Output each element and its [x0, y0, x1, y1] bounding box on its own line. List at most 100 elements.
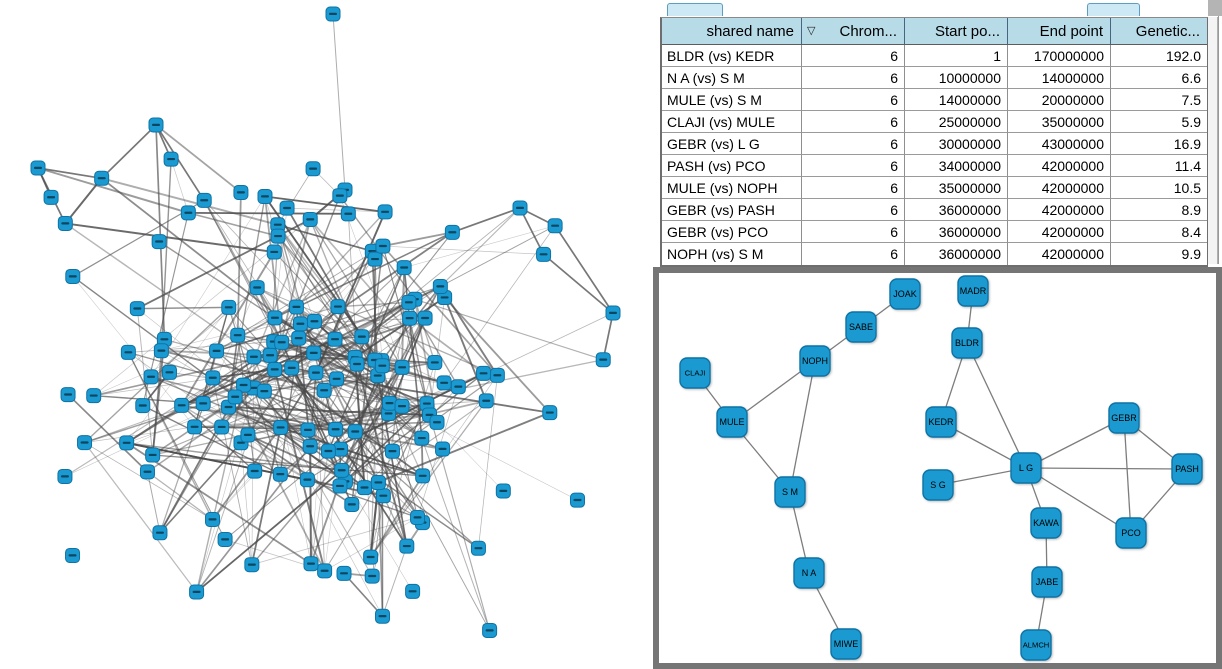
network-node[interactable] — [60, 387, 76, 403]
network-edge[interactable] — [382, 299, 416, 496]
network-node[interactable] — [230, 327, 246, 343]
network-edge[interactable] — [196, 387, 254, 593]
network-edge[interactable] — [196, 391, 265, 593]
network-edge[interactable] — [554, 225, 614, 314]
network-edge[interactable] — [277, 223, 373, 253]
network-edge[interactable] — [324, 517, 418, 572]
network-edge[interactable] — [478, 375, 498, 549]
network-node[interactable] — [246, 349, 262, 365]
network-edge[interactable] — [150, 196, 266, 378]
network-node[interactable] — [139, 464, 155, 480]
network-node[interactable] — [119, 435, 135, 451]
network-edge[interactable] — [212, 377, 253, 565]
network-edge[interactable] — [152, 454, 423, 477]
network-edge[interactable] — [356, 363, 408, 547]
node-box[interactable] — [799, 345, 831, 377]
node-kawa[interactable]: KAWA — [1030, 507, 1062, 539]
network-edge[interactable] — [253, 356, 356, 389]
network-edge[interactable] — [382, 245, 491, 631]
network-edge[interactable] — [409, 317, 485, 375]
network-node[interactable] — [148, 117, 164, 133]
network-node[interactable] — [332, 478, 348, 494]
network-edge[interactable] — [212, 363, 358, 520]
network-node[interactable] — [536, 246, 552, 262]
subnetwork-canvas[interactable]: JOAK SABE NOPH CLAJI MULE S M N A MIWE MADR BLDR K… — [659, 273, 1214, 663]
network-node[interactable] — [482, 622, 498, 638]
network-node[interactable] — [214, 419, 230, 435]
network-node[interactable] — [236, 377, 252, 393]
network-edge[interactable] — [126, 406, 229, 444]
network-node[interactable] — [217, 531, 233, 547]
network-edge[interactable] — [161, 349, 325, 392]
network-node[interactable] — [512, 200, 528, 216]
node-jabe[interactable]: JABE — [1031, 566, 1063, 598]
network-node[interactable] — [145, 447, 161, 463]
network-node[interactable] — [302, 438, 318, 454]
network-node[interactable] — [86, 388, 102, 404]
network-node[interactable] — [306, 345, 322, 361]
node-n-a[interactable]: N A — [793, 557, 825, 589]
node-noph[interactable]: NOPH — [799, 345, 831, 377]
node-box[interactable] — [716, 406, 748, 438]
network-edge[interactable] — [336, 378, 550, 414]
network-edge[interactable] — [327, 267, 405, 452]
network-node[interactable] — [174, 397, 190, 413]
network-node[interactable] — [377, 204, 393, 220]
node-box[interactable] — [679, 357, 711, 389]
network-node[interactable] — [244, 557, 260, 573]
network-edge[interactable] — [152, 350, 163, 456]
network-node[interactable] — [444, 224, 460, 240]
network-node[interactable] — [65, 547, 81, 563]
network-edge[interactable] — [443, 297, 488, 402]
network-node[interactable] — [401, 294, 417, 310]
network-edge[interactable] — [158, 241, 276, 319]
network-node[interactable] — [267, 310, 283, 326]
network-node[interactable] — [375, 488, 391, 504]
dense-network-canvas[interactable] — [0, 0, 655, 669]
network-node[interactable] — [381, 395, 397, 411]
network-edge[interactable] — [382, 495, 408, 547]
network-edge[interactable] — [273, 340, 428, 405]
network-node[interactable] — [306, 313, 322, 329]
network-node[interactable] — [247, 463, 263, 479]
network-edge[interactable] — [274, 369, 423, 523]
network-edge[interactable] — [152, 426, 281, 456]
network-node[interactable] — [495, 483, 511, 499]
network-edge[interactable] — [361, 207, 521, 338]
network-node[interactable] — [143, 369, 159, 385]
node-s-m[interactable]: S M — [774, 476, 806, 508]
network-edge[interactable] — [37, 167, 189, 214]
network-node[interactable] — [151, 234, 167, 250]
network-node[interactable] — [349, 356, 365, 372]
network-edge[interactable] — [339, 195, 403, 368]
table-row[interactable]: NOPH (vs) S M 6 36000000 42000000 9.9 — [662, 243, 1207, 265]
network-node[interactable] — [320, 443, 336, 459]
node-miwe[interactable]: MIWE — [830, 628, 862, 660]
network-edge[interactable] — [421, 437, 491, 631]
network-edge[interactable] — [93, 306, 297, 396]
network-edge[interactable] — [216, 350, 308, 480]
network-node[interactable] — [279, 200, 295, 216]
network-edge[interactable] — [181, 404, 256, 472]
network-edge[interactable] — [382, 403, 428, 497]
network-edge[interactable] — [382, 245, 544, 255]
network-edge[interactable] — [364, 386, 459, 488]
network-node[interactable] — [266, 244, 282, 260]
network-edge[interactable] — [202, 341, 275, 404]
network-edge[interactable] — [279, 372, 317, 428]
network-node[interactable] — [417, 310, 433, 326]
network-node[interactable] — [330, 299, 346, 315]
node-box[interactable] — [951, 327, 983, 359]
network-edge[interactable] — [298, 231, 453, 339]
network-node[interactable] — [336, 565, 352, 581]
network-edge[interactable] — [324, 482, 379, 572]
column-header-genetic---[interactable]: Genetic... — [1111, 18, 1207, 45]
node-claji[interactable]: CLAJI — [679, 357, 711, 389]
network-node[interactable] — [570, 492, 586, 508]
network-edge[interactable] — [155, 124, 166, 340]
node-joak[interactable]: JOAK — [889, 278, 921, 310]
network-edge[interactable] — [414, 299, 436, 363]
network-edge[interactable] — [336, 378, 428, 405]
network-node[interactable] — [354, 329, 370, 345]
network-node[interactable] — [195, 395, 211, 411]
